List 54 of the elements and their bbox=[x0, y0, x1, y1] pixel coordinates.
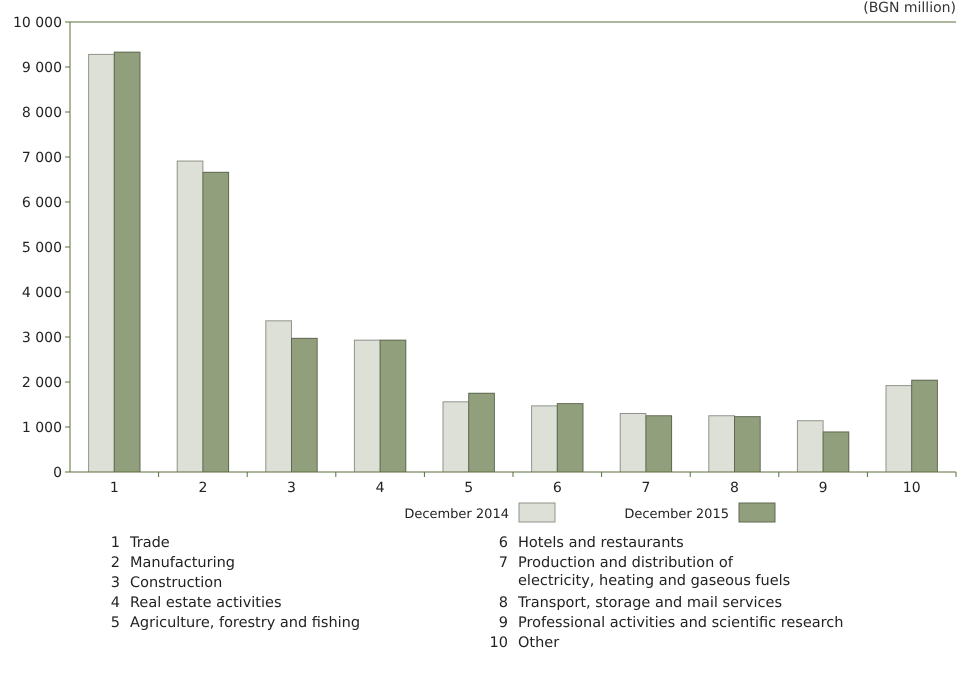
bar bbox=[620, 413, 646, 472]
bar bbox=[645, 415, 672, 472]
text: 9 Professional activities and scientific research bbox=[498, 615, 844, 631]
x-tick-label: 9 bbox=[818, 480, 828, 496]
bar bbox=[468, 392, 495, 472]
x-tick-label: 2 bbox=[198, 480, 208, 496]
legend-label: December 2014 bbox=[404, 507, 509, 522]
bar bbox=[202, 172, 230, 472]
bar bbox=[886, 385, 912, 472]
x-tick-label: 4 bbox=[376, 480, 385, 496]
y-tick-label: 7 000 bbox=[22, 150, 62, 166]
text: 2 Manufacturing bbox=[110, 555, 235, 571]
bar bbox=[442, 401, 470, 472]
y-tick-label: 0 bbox=[53, 464, 62, 481]
bar bbox=[88, 54, 115, 472]
bar bbox=[734, 416, 761, 472]
y-tick-label: 10 000 bbox=[13, 14, 62, 31]
x-tick-label: 1 bbox=[110, 480, 119, 496]
y-tick-label: 1 000 bbox=[22, 420, 62, 436]
x-tick-label: 6 bbox=[552, 480, 562, 496]
text: 8 Transport, storage and mail services bbox=[498, 595, 782, 611]
bar bbox=[291, 338, 318, 472]
bar bbox=[556, 403, 584, 472]
bar bbox=[822, 431, 850, 472]
y-tick-label: 3 000 bbox=[22, 330, 62, 346]
bar bbox=[265, 320, 292, 472]
y-tick-label: 6 000 bbox=[22, 194, 62, 211]
bar bbox=[176, 160, 204, 472]
x-tick-label: 7 bbox=[641, 480, 650, 496]
x-tick-label: 8 bbox=[730, 480, 739, 496]
y-tick-label: 5 000 bbox=[22, 240, 62, 256]
text: 1 Trade bbox=[110, 535, 170, 551]
y-tick-label: 8 000 bbox=[22, 104, 62, 121]
bar bbox=[114, 52, 140, 472]
bar bbox=[911, 380, 938, 472]
bar bbox=[531, 405, 558, 472]
text: 3 Construction bbox=[110, 575, 222, 591]
y-tick-label: 4 000 bbox=[22, 284, 62, 301]
legend-label: December 2015 bbox=[624, 507, 729, 522]
x-tick-label: 5 bbox=[464, 480, 474, 496]
bar bbox=[380, 340, 406, 472]
text: 7 Production and distribution of electricity, heating and gaseous fuels bbox=[498, 555, 790, 589]
text: 5 Agriculture, forestry and fishing bbox=[110, 615, 360, 631]
bar bbox=[708, 415, 735, 472]
y-tick-label: 2 000 bbox=[22, 374, 62, 391]
x-tick-label: 3 bbox=[287, 480, 296, 496]
x-tick-label: 10 bbox=[902, 480, 921, 496]
y-tick-label: 9 000 bbox=[22, 60, 62, 76]
y-axis-title: (BGN million) bbox=[863, 0, 956, 16]
text: 6 Hotels and restaurants bbox=[498, 535, 684, 551]
bar bbox=[796, 420, 824, 472]
text: 4 Real estate activities bbox=[110, 595, 282, 611]
text: 10 Other bbox=[490, 635, 560, 651]
bar bbox=[354, 340, 381, 472]
